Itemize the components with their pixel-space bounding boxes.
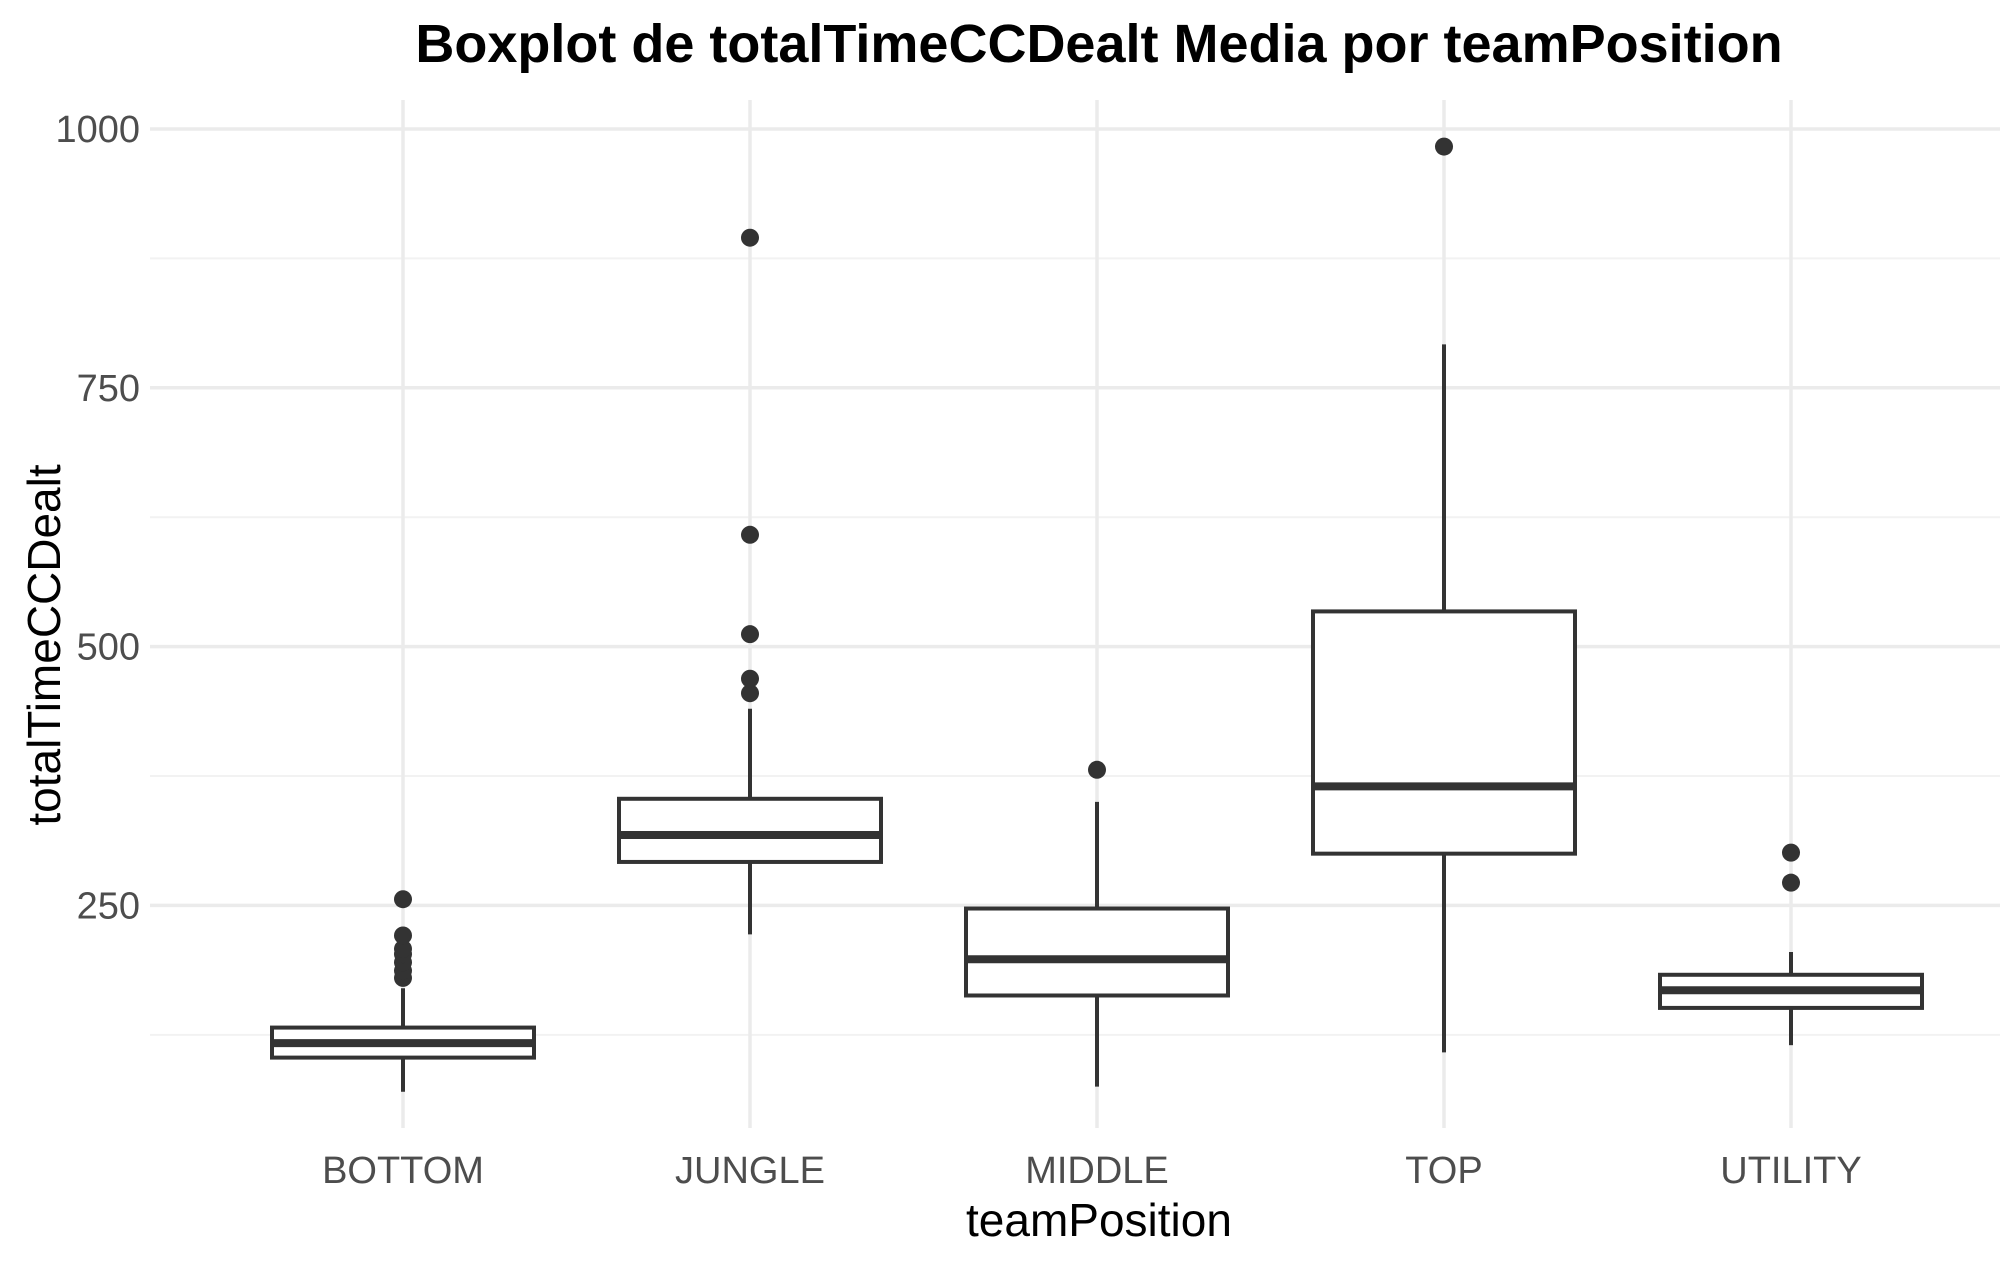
y-axis-title: totalTimeCCDealt (18, 464, 70, 826)
y-tick-label: 500 (77, 627, 140, 669)
outlier-point (394, 939, 412, 958)
outlier-point (394, 926, 412, 945)
outlier-point (741, 625, 759, 644)
box-middle (964, 760, 1230, 1087)
outlier-point (741, 525, 759, 544)
box-jungle (617, 228, 883, 935)
x-tick-label: TOP (1405, 1150, 1482, 1192)
outlier-point (1435, 137, 1453, 156)
outlier-point (1782, 843, 1800, 862)
outlier-point (1088, 760, 1106, 779)
box-top (1311, 137, 1577, 1053)
x-tick-labels: BOTTOM JUNGLE MIDDLE TOP UTILITY (322, 1150, 1862, 1192)
box-utility (1658, 843, 1924, 1046)
x-tick-label: JUNGLE (675, 1150, 825, 1192)
x-tick-label: MIDDLE (1025, 1150, 1169, 1192)
y-tick-label: 250 (77, 885, 140, 927)
boxes (270, 137, 1924, 1092)
box-iqr (617, 796, 883, 864)
outlier-point (741, 228, 759, 247)
x-tick-label: BOTTOM (322, 1150, 484, 1192)
x-tick-label: UTILITY (1720, 1150, 1861, 1192)
box-iqr (964, 906, 1230, 998)
y-tick-label: 750 (77, 368, 140, 410)
box-iqr (1311, 609, 1577, 856)
box-bottom (270, 890, 536, 1092)
outlier-point (1782, 873, 1800, 892)
outlier-point (394, 890, 412, 909)
outlier-point (741, 669, 759, 688)
y-tick-labels: 250 500 750 1000 (55, 109, 140, 927)
outlier-point (741, 684, 759, 703)
chart-title: Boxplot de totalTimeCCDealt Media por te… (415, 14, 1782, 74)
x-axis-title: teamPosition (966, 1194, 1232, 1246)
y-tick-label: 1000 (55, 109, 140, 151)
